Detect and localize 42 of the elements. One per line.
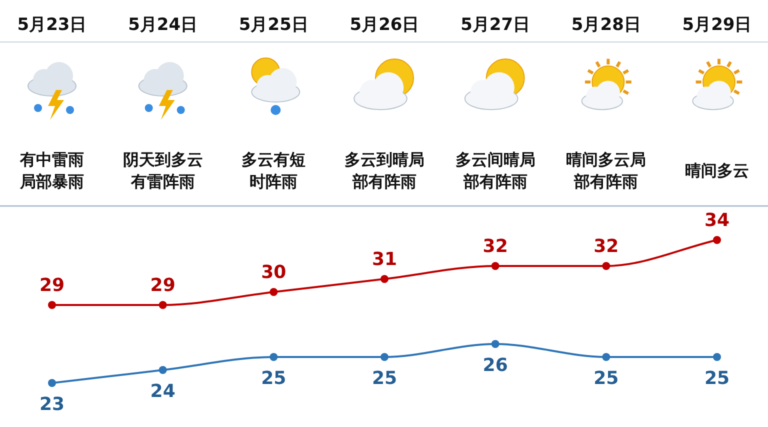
text: 多云间晴局部有阵雨 xyxy=(455,150,536,191)
x-tick-label: 5月25日 xyxy=(238,15,308,35)
data-label: 32 xyxy=(482,236,508,257)
x-tick-label: 5月23日 xyxy=(17,15,87,35)
point xyxy=(158,366,167,374)
point xyxy=(270,288,278,296)
text: 晴间多云局部有阵雨 xyxy=(566,150,646,191)
text: 阴天到多云有雷阵雨 xyxy=(122,150,203,191)
x-tick-label: 5月27日 xyxy=(460,15,530,35)
data-label: 25 xyxy=(594,368,619,389)
text: 晴间多云 xyxy=(685,161,749,180)
point xyxy=(380,275,388,283)
data-label: 29 xyxy=(150,275,176,296)
text: 有中雷雨局部暴雨 xyxy=(19,150,84,191)
point xyxy=(270,353,278,361)
point xyxy=(158,301,167,309)
point xyxy=(713,236,721,244)
data-label: 32 xyxy=(594,236,619,257)
data-label: 25 xyxy=(372,368,398,389)
point xyxy=(491,262,500,270)
point xyxy=(48,301,56,309)
text: 多云到晴局部有阵雨 xyxy=(344,150,424,191)
point xyxy=(491,340,500,348)
data-label: 31 xyxy=(372,249,398,270)
data-label: 25 xyxy=(704,368,730,389)
point xyxy=(713,353,721,361)
x-tick-label: 5月28日 xyxy=(571,15,641,35)
data-label: 26 xyxy=(482,355,508,376)
data-label: 30 xyxy=(261,262,286,283)
data-label: 23 xyxy=(39,394,65,415)
point xyxy=(602,262,610,270)
data-label: 24 xyxy=(150,381,176,402)
text: 多云有短时阵雨 xyxy=(242,150,306,191)
point xyxy=(602,353,610,361)
data-label: 34 xyxy=(704,210,730,231)
data-label: 29 xyxy=(39,275,65,296)
x-tick-label: 5月26日 xyxy=(350,15,420,35)
data-label: 25 xyxy=(261,368,286,389)
x-tick-label: 5月29日 xyxy=(682,15,752,35)
point xyxy=(48,379,56,387)
x-tick-label: 5月24日 xyxy=(128,15,198,35)
point xyxy=(380,353,388,361)
